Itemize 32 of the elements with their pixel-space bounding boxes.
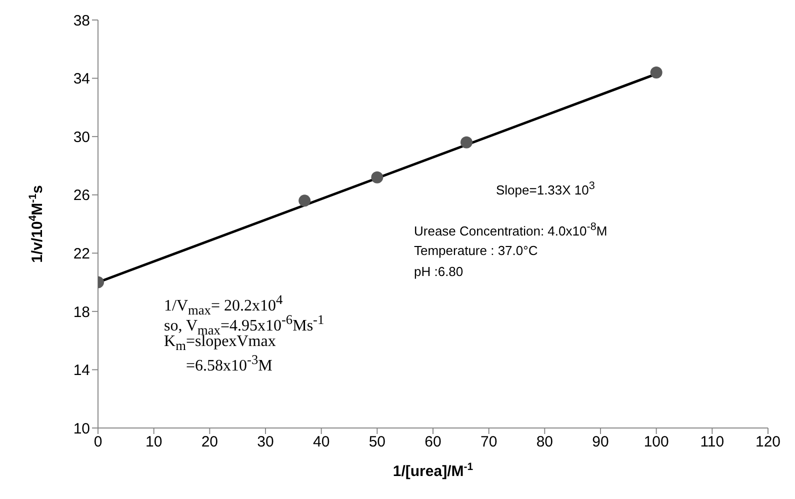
x-tick-label: 40 [312,434,330,451]
x-tick-label: 10 [145,434,162,451]
annotation: =6.58x10$^{-3}$M [186,352,272,376]
x-tick-label: 20 [201,434,218,451]
point [371,171,384,184]
y-tick-label: 22 [73,245,90,262]
y-tick-label: 38 [73,12,90,30]
x-tick-label: 0 [94,434,102,451]
point [650,66,662,78]
annotation: K$_{m}$=slopexVmax [164,333,276,354]
point [298,194,311,207]
x-tick-label: 60 [424,434,442,451]
y-tick-label: 10 [73,420,90,438]
y-tick-label: 30 [73,128,90,146]
x-tick-label: 70 [480,434,498,451]
x-tick-label: 100 [644,434,669,451]
y-tick-label: 34 [73,70,90,88]
x-tick-label: 80 [536,434,554,451]
annotation: pH :6.80 [414,264,464,280]
x-tick-label: 110 [700,434,724,451]
annotation: Temperature : 37.0°C [414,243,538,259]
y-tick-label: 18 [73,304,90,321]
x-tick-label: 50 [368,434,386,451]
x-axis-title: 1/[urea]/M$^{-1}$ [392,461,474,480]
x-tick-label: 90 [592,434,609,451]
annotation: Slope=1.33X 10$^{3}$ [496,180,595,198]
y-tick-label: 26 [73,187,90,204]
annotation: Urease Concentration: 4.0x10$^{-8}$M [414,221,608,239]
y-tick-label: 14 [73,362,90,380]
x-tick-label: 30 [257,434,274,451]
point [460,136,472,148]
x-tick-label: 120 [755,434,781,451]
